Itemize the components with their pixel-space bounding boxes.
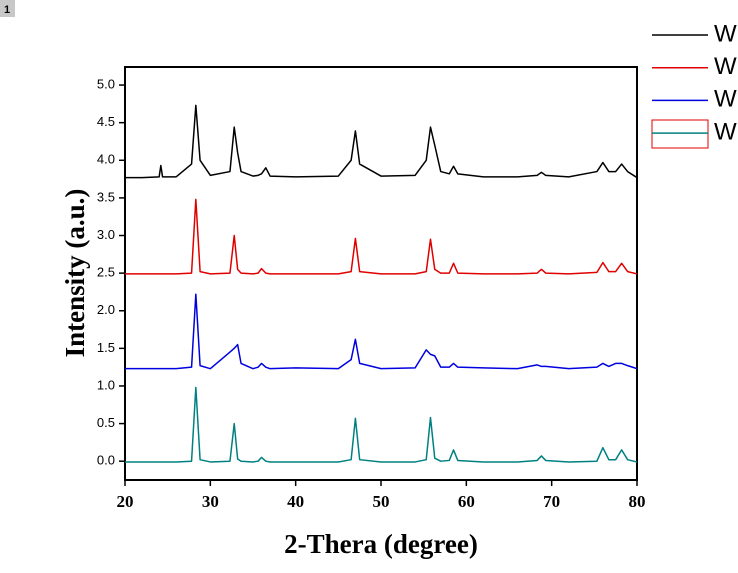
y-tick-label: 4.5 — [97, 114, 115, 129]
x-tick-label: 80 — [629, 492, 646, 511]
legend-label: W — [714, 86, 737, 113]
y-axis-label: Intensity (a.u.) — [60, 189, 90, 358]
data-line — [125, 104, 638, 179]
y-tick-label: 1.5 — [97, 340, 115, 355]
x-tick-label: 50 — [373, 492, 390, 511]
legend-label: W — [714, 53, 737, 80]
x-tick-label: 30 — [202, 492, 219, 511]
y-tick-label: 0.5 — [97, 415, 115, 430]
y-tick-label: 2.5 — [97, 265, 115, 280]
x-tick-label: 70 — [543, 492, 560, 511]
y-tick-label: 2.0 — [97, 302, 115, 317]
legend-label: W — [714, 118, 737, 145]
data-line — [125, 198, 638, 275]
x-axis-label: 2-Thera (degree) — [284, 529, 478, 559]
y-tick-label: 1.0 — [97, 377, 115, 392]
y-tick-label: 5.0 — [97, 76, 115, 91]
y-tick-label: 4.0 — [97, 152, 115, 167]
y-tick-label: 0.0 — [97, 453, 115, 468]
y-tick-label: 3.5 — [97, 189, 115, 204]
badge-box — [0, 0, 15, 17]
legend-label: W — [714, 20, 737, 47]
badge: 1 — [4, 4, 10, 16]
data-line — [125, 386, 638, 463]
x-tick-label: 60 — [458, 492, 475, 511]
x-tick-label: 20 — [117, 492, 134, 511]
y-tick-label: 3.0 — [97, 227, 115, 242]
x-tick-label: 40 — [287, 492, 304, 511]
data-line — [125, 293, 638, 370]
legend-frame — [651, 119, 709, 149]
